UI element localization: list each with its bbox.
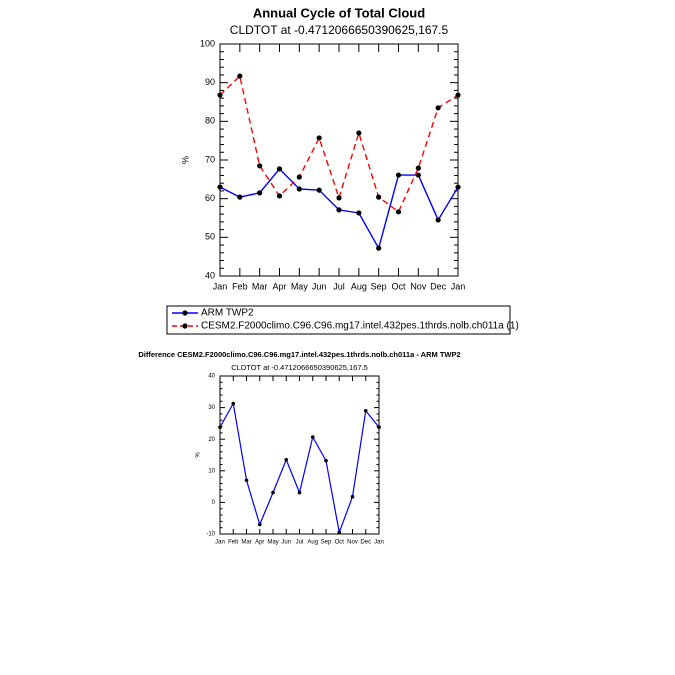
data-point [244,478,249,483]
x-tick-label: Sep [371,281,387,291]
data-point [237,73,243,79]
data-point [356,130,362,136]
data-point [455,184,461,190]
data-point [336,195,342,201]
x-tick-label: Jan [451,281,466,291]
x-tick-label: Aug [307,540,318,546]
x-tick-label: Apr [272,281,286,291]
plot-frame [219,375,380,535]
data-point [336,207,342,213]
x-tick-label: Dec [430,281,447,291]
data-point [337,530,342,535]
data-point [376,194,382,200]
data-point [276,166,283,172]
data-point [356,210,362,216]
legend-marker [182,310,188,316]
x-tick-label: Jan [215,540,225,546]
chart-subtitle: CLDTOT at -0.4712066650390625,167.5 [231,363,368,372]
data-point [296,186,302,192]
data-point [257,522,262,527]
data-point [316,135,322,141]
data-point [296,174,302,180]
y-tick-label: 10 [208,468,215,474]
x-tick-label: Jul [296,540,304,546]
y-tick-label: 100 [200,38,215,48]
data-point [324,458,328,463]
y-tick-label: 50 [205,232,215,242]
chart-title: Annual Cycle of Total Cloud [253,5,425,20]
data-point [395,172,402,178]
x-tick-label: Nov [410,281,427,291]
data-point [377,425,381,429]
legend-box [166,305,511,335]
x-tick-label: Feb [232,281,248,291]
data-point [217,184,223,190]
y-tick-label: 30 [208,405,215,411]
legend-marker [182,323,188,329]
data-line [219,74,459,213]
data-point [316,187,322,193]
plot-frame [219,43,459,277]
y-axis-label: % [196,452,202,458]
y-tick-label: 80 [205,116,215,126]
chart-title: Difference CESM2.F2000climo.C96.C96.mg17… [138,350,460,359]
data-point [257,190,263,196]
legend-label: ARM TWP2 [201,308,254,319]
y-tick-label: -10 [206,532,215,538]
chart-subtitle: CLDTOT at -0.4712066650390625,167.5 [230,23,449,37]
x-tick-label: Oct [335,540,345,546]
data-point [257,163,263,169]
y-tick-label: 90 [205,77,215,87]
x-tick-label: May [267,540,278,546]
y-tick-label: 20 [208,437,215,443]
y-tick-label: 60 [205,193,215,203]
data-point [395,209,402,215]
x-tick-label: Apr [255,540,264,546]
data-point [237,194,243,200]
y-tick-label: 0 [212,500,216,506]
data-point [271,490,275,495]
data-point [218,425,222,429]
y-tick-label: 40 [208,374,215,380]
data-point [284,457,289,462]
data-point [363,408,368,413]
data-point [435,105,441,111]
data-point [455,92,461,98]
data-point [435,217,441,223]
data-point [376,245,382,251]
x-tick-label: Mar [241,540,251,546]
x-tick-label: Nov [347,540,358,546]
x-tick-label: Jul [333,281,345,291]
x-tick-label: Mar [252,281,268,291]
data-point [231,401,236,406]
x-tick-label: Jun [312,281,327,291]
data-point [350,494,355,499]
x-tick-label: May [291,281,309,291]
data-point [297,490,302,495]
y-tick-label: 70 [205,154,215,164]
legend-label: CESM2.F2000climo.C96.C96.mg17.intel.432p… [201,321,519,332]
x-tick-label: Oct [391,281,406,291]
x-tick-label: Dec [360,540,371,546]
x-tick-label: Feb [228,540,239,546]
data-point [276,193,283,199]
x-tick-label: Jan [213,281,228,291]
data-point [415,172,421,178]
data-point [217,92,223,98]
data-line [219,401,380,535]
x-tick-label: Jan [374,540,384,546]
x-tick-label: Jun [281,540,291,546]
x-tick-label: Sep [321,540,332,546]
x-tick-label: Aug [351,281,367,291]
y-tick-label: 40 [205,270,215,280]
data-point [310,435,315,439]
data-point [415,165,421,171]
y-axis-label: % [180,156,190,164]
